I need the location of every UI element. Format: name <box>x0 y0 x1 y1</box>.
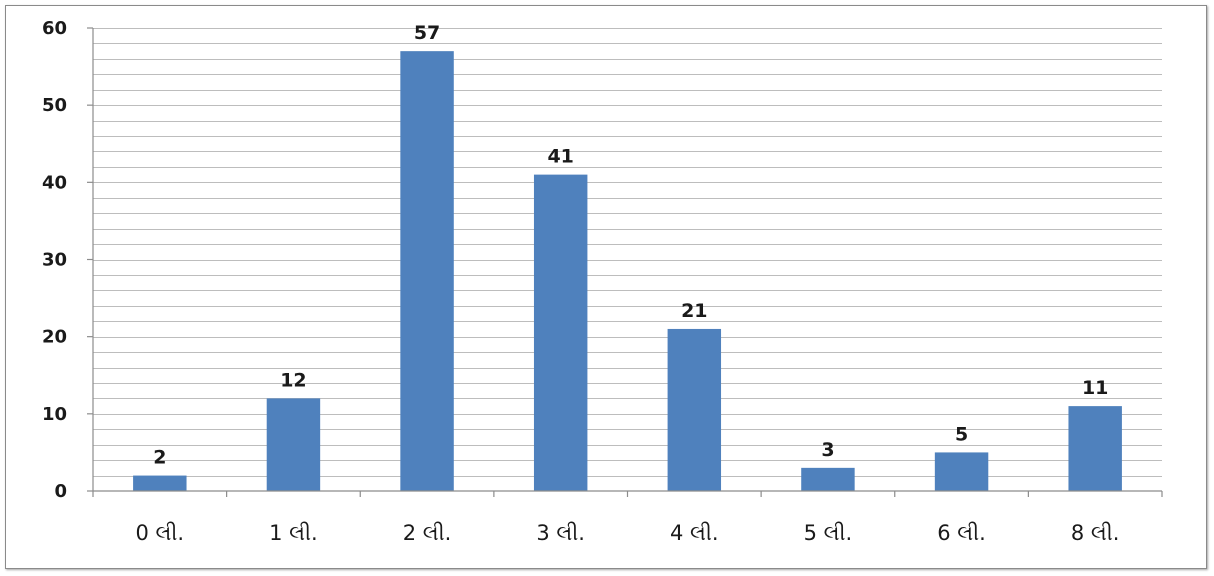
data-label: 3 <box>821 439 834 461</box>
data-label: 11 <box>1082 377 1108 399</box>
y-tick-label: 50 <box>42 95 67 116</box>
bar <box>266 398 321 491</box>
bar <box>667 328 722 491</box>
y-tick-label: 60 <box>42 18 67 39</box>
data-label: 41 <box>547 146 573 168</box>
data-labels: 2 12 57 41 21 3 5 11 <box>153 22 1108 468</box>
bar <box>400 51 454 492</box>
y-tick-label: 20 <box>42 327 67 348</box>
bar <box>1068 406 1122 491</box>
x-tick-label: 1 લી. <box>269 521 318 545</box>
bars <box>133 51 1122 492</box>
data-label: 5 <box>955 423 968 445</box>
x-tick-label: 2 લી. <box>403 521 452 545</box>
bar <box>801 467 855 491</box>
data-label: 12 <box>280 369 306 391</box>
x-tick-label: 6 લી. <box>937 521 986 545</box>
y-tick-labels: 0 10 20 30 40 50 60 <box>42 18 67 502</box>
bar <box>133 475 187 491</box>
gridlines <box>93 28 1162 477</box>
x-tick-label: 8 લી. <box>1071 521 1120 545</box>
bar <box>934 452 989 491</box>
data-label: 2 <box>153 447 166 469</box>
y-tick-label: 40 <box>42 172 67 193</box>
y-tick-label: 10 <box>42 404 67 425</box>
y-tick-label: 30 <box>42 250 67 271</box>
data-label: 21 <box>681 300 707 322</box>
axes <box>87 27 1163 497</box>
chart-frame <box>5 5 1207 569</box>
x-tick-label: 4 લી. <box>670 521 719 545</box>
x-tick-label: 5 લી. <box>804 521 853 545</box>
x-tick-label: 3 લી. <box>536 521 585 545</box>
data-label: 57 <box>414 22 440 44</box>
y-tick-label: 0 <box>54 481 67 502</box>
x-tick-labels: 0 લી. 1 લી. 2 લી. 3 લી. 4 લી. 5 લી. 6 લી. 8 લી. <box>136 521 1120 545</box>
bar <box>533 174 588 491</box>
x-tick-label: 0 લી. <box>136 521 185 545</box>
